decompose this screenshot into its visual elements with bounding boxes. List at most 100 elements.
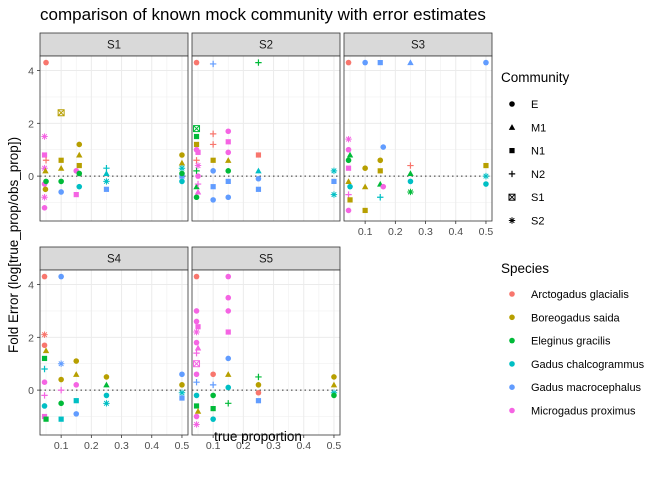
data-point xyxy=(178,389,186,396)
data-point xyxy=(193,194,200,201)
data-point xyxy=(210,197,216,203)
data-point xyxy=(73,192,79,198)
community-legend-item: N1 xyxy=(509,146,545,158)
data-point xyxy=(345,191,352,198)
square-key xyxy=(509,148,515,154)
data-point xyxy=(41,342,48,349)
data-point xyxy=(195,173,201,179)
data-point xyxy=(179,170,185,177)
panel-border xyxy=(343,55,493,222)
panel-background xyxy=(192,56,340,221)
community-legend-item: S1 xyxy=(508,192,544,204)
data-point xyxy=(103,392,110,399)
data-point xyxy=(193,141,200,148)
data-point xyxy=(225,384,232,391)
data-point xyxy=(76,170,83,177)
triangle-key xyxy=(508,124,516,130)
species-color-key xyxy=(509,314,515,321)
gridlines xyxy=(192,270,340,435)
data-point xyxy=(103,400,110,407)
panel-background xyxy=(40,56,188,221)
community-legend-item: N2 xyxy=(508,169,545,181)
panel-border xyxy=(191,55,341,222)
species-legend-label: Gadus macrocephalus xyxy=(531,382,642,394)
data-point xyxy=(362,59,368,66)
data-point xyxy=(194,344,202,351)
y-tick-label: 2 xyxy=(28,332,34,344)
data-point xyxy=(331,178,337,184)
data-point xyxy=(73,398,79,404)
x-tick-label: 0.4 xyxy=(448,226,463,238)
data-point xyxy=(42,347,50,354)
species-legend-item: Microgadus proximus xyxy=(509,406,636,418)
data-point xyxy=(179,178,185,185)
data-point xyxy=(193,273,200,280)
data-point xyxy=(255,175,262,182)
data-point xyxy=(225,400,232,407)
data-point xyxy=(225,308,232,314)
data-point xyxy=(41,194,48,201)
data-point xyxy=(362,165,368,171)
data-point xyxy=(345,59,352,66)
data-point xyxy=(76,141,83,148)
x-tick-label: 0.4 xyxy=(296,440,311,452)
species-legend-item: Gadus chalcogrammus xyxy=(509,359,645,371)
data-point xyxy=(345,207,352,214)
data-point xyxy=(193,339,200,346)
x-tick-label: 0.2 xyxy=(236,440,251,452)
data-points xyxy=(41,273,186,422)
data-point xyxy=(193,328,200,336)
y-tick-label: 0 xyxy=(28,171,34,183)
x-tick-label: 0.1 xyxy=(358,226,373,238)
y-tick-label: 4 xyxy=(28,66,34,78)
data-point xyxy=(193,349,200,357)
data-point xyxy=(41,355,48,362)
community-legend-label: S1 xyxy=(531,192,544,204)
data-point xyxy=(483,162,489,169)
data-point xyxy=(76,162,82,169)
data-point xyxy=(255,373,262,381)
data-point xyxy=(377,194,384,201)
plus-key xyxy=(508,170,516,178)
data-point xyxy=(195,149,201,155)
data-point xyxy=(210,371,216,378)
data-point xyxy=(73,371,80,377)
strip-label: S4 xyxy=(107,254,122,266)
data-point xyxy=(43,416,49,422)
x-tick-label: 0.2 xyxy=(84,440,99,452)
data-point xyxy=(41,133,48,140)
species-legend-item: Eleginus gracilis xyxy=(509,336,611,348)
data-point xyxy=(209,130,217,138)
data-point xyxy=(103,381,110,388)
data-point xyxy=(194,408,202,414)
data-point xyxy=(194,162,202,169)
species-legend-label: Microgadus proximus xyxy=(531,406,636,418)
data-point xyxy=(330,381,338,388)
data-point xyxy=(331,374,337,380)
data-point xyxy=(407,188,414,196)
community-legend-label: N1 xyxy=(531,146,545,158)
data-point xyxy=(210,168,216,174)
data-point xyxy=(193,379,200,386)
data-point xyxy=(43,178,49,185)
data-point xyxy=(482,172,490,180)
data-point xyxy=(225,168,232,174)
data-point xyxy=(210,157,216,163)
community-legend-title: Community xyxy=(501,70,570,85)
community-legend-item: E xyxy=(509,99,538,111)
species-legend-item: Arctogadus glacialis xyxy=(509,289,629,301)
data-point xyxy=(41,331,48,338)
data-point xyxy=(58,157,64,163)
data-point xyxy=(255,186,262,192)
data-point xyxy=(255,152,262,158)
facet-panels: S1 0 2 4 S2 S3 0.1 0.2 0.3 0.4 0.5 S4 0 2 4 0.1 0.2 0.3 0.… xyxy=(28,32,493,452)
strip-label: S2 xyxy=(259,40,273,52)
species-color-key xyxy=(509,361,515,367)
data-point xyxy=(179,395,185,401)
data-point xyxy=(76,183,83,190)
species-color-key xyxy=(509,407,515,414)
data-point xyxy=(225,194,232,201)
species-legend-label: Arctogadus glacialis xyxy=(531,289,629,301)
species-color-key xyxy=(509,384,515,391)
data-point xyxy=(76,151,83,158)
